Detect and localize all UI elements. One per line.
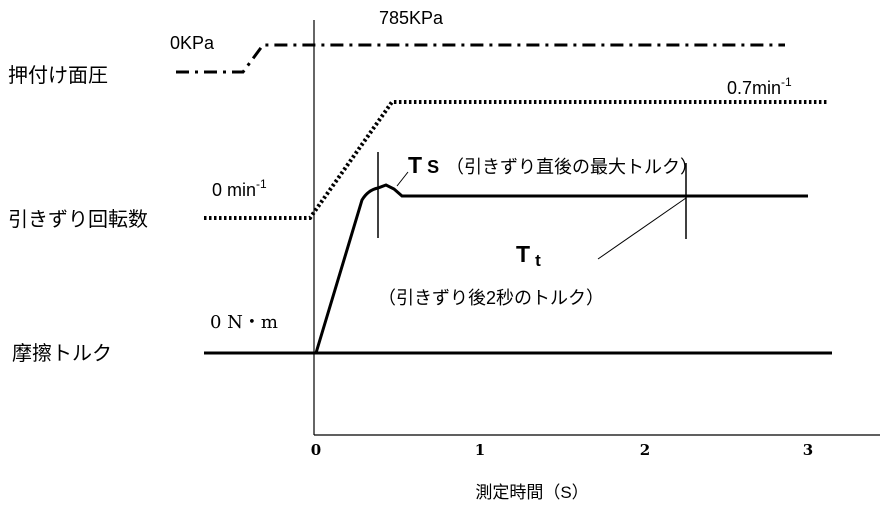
speed-end-label: 0.7min-1: [727, 75, 792, 98]
pressure-curve: [176, 43, 785, 74]
ts-leader: [396, 171, 409, 187]
torque-start-label: 0 N・m: [210, 312, 278, 333]
x-tick-1: 1: [475, 441, 485, 459]
torque-curve: [314, 183, 808, 354]
label-pressure: 押付け面圧: [8, 64, 108, 87]
ts-description: （引きずり直後の最大トルク）: [446, 157, 698, 177]
label-torque: 摩擦トルク: [12, 342, 112, 365]
x-tick-2: 2: [640, 441, 650, 459]
pressure-end-label: 785KPa: [379, 8, 444, 28]
label-speed: 引きずり回転数: [8, 208, 148, 231]
tt-description: （引きずり後2秒のトルク）: [378, 288, 604, 308]
x-tick-3: 3: [803, 441, 813, 459]
pressure-start-label: 0KPa: [170, 33, 215, 53]
tt-leader: [597, 197, 687, 260]
x-axis-label: 測定時間（S）: [475, 483, 588, 502]
x-tick-0: 0: [311, 441, 321, 459]
speed-curve: [204, 100, 828, 220]
speed-start-label: 0 min-1: [212, 177, 267, 200]
